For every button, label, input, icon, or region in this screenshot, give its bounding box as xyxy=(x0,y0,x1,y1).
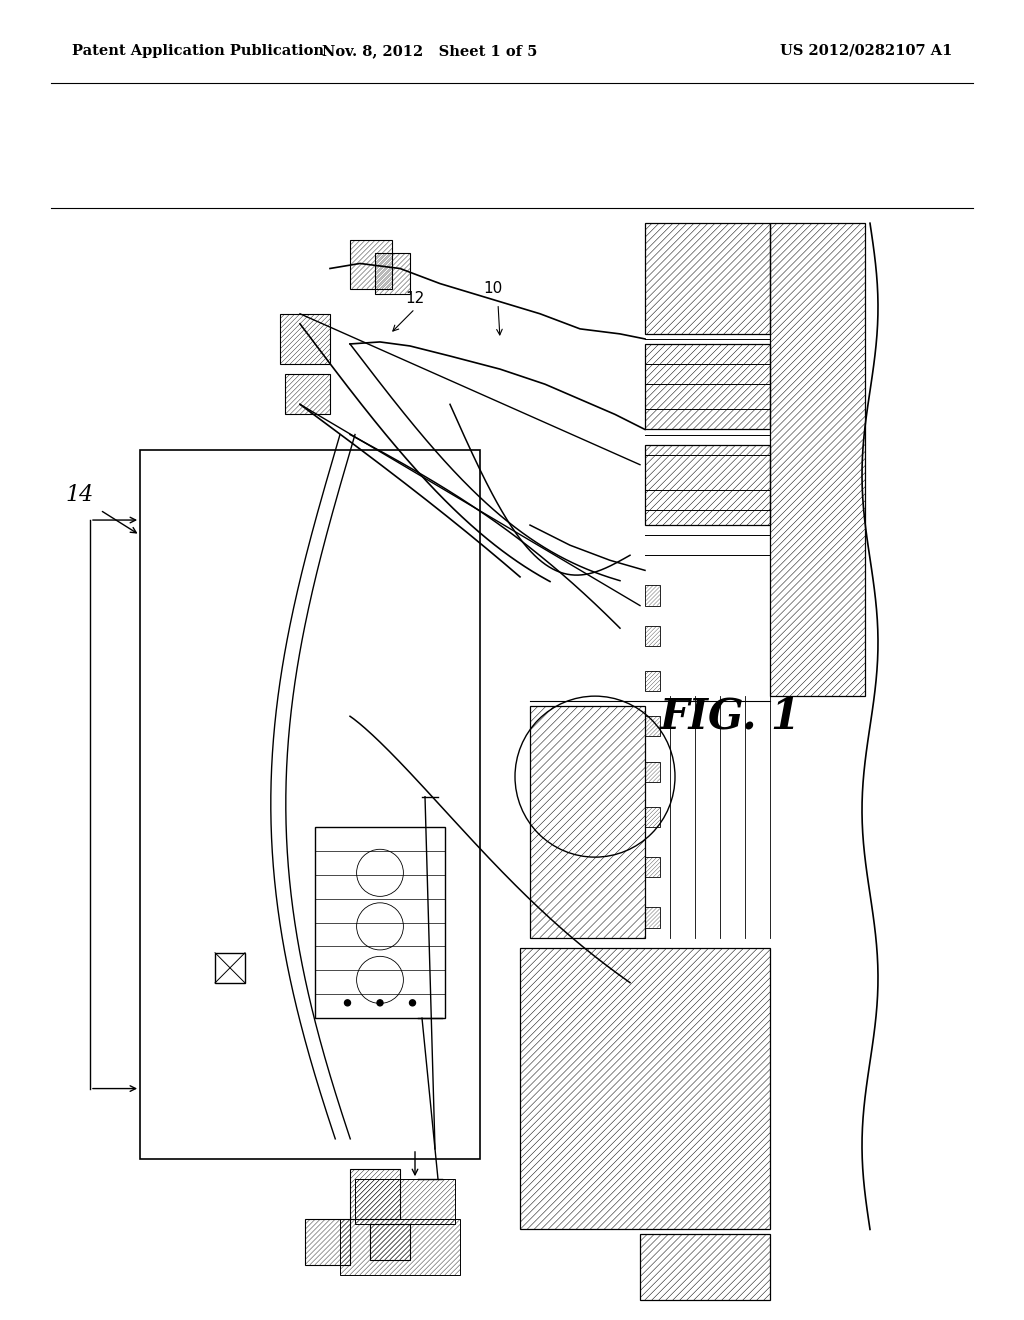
Circle shape xyxy=(377,999,383,1006)
Circle shape xyxy=(344,999,350,1006)
Bar xyxy=(140,450,480,1159)
Bar xyxy=(315,826,445,1018)
Circle shape xyxy=(410,999,416,1006)
Text: 10: 10 xyxy=(483,281,503,296)
Text: US 2012/0282107 A1: US 2012/0282107 A1 xyxy=(780,44,952,58)
Text: 14: 14 xyxy=(66,484,94,506)
Bar xyxy=(215,953,245,983)
Text: FIG. 1: FIG. 1 xyxy=(659,696,801,738)
Text: Nov. 8, 2012   Sheet 1 of 5: Nov. 8, 2012 Sheet 1 of 5 xyxy=(323,44,538,58)
Text: Patent Application Publication: Patent Application Publication xyxy=(72,44,324,58)
Text: 12: 12 xyxy=(406,292,425,306)
